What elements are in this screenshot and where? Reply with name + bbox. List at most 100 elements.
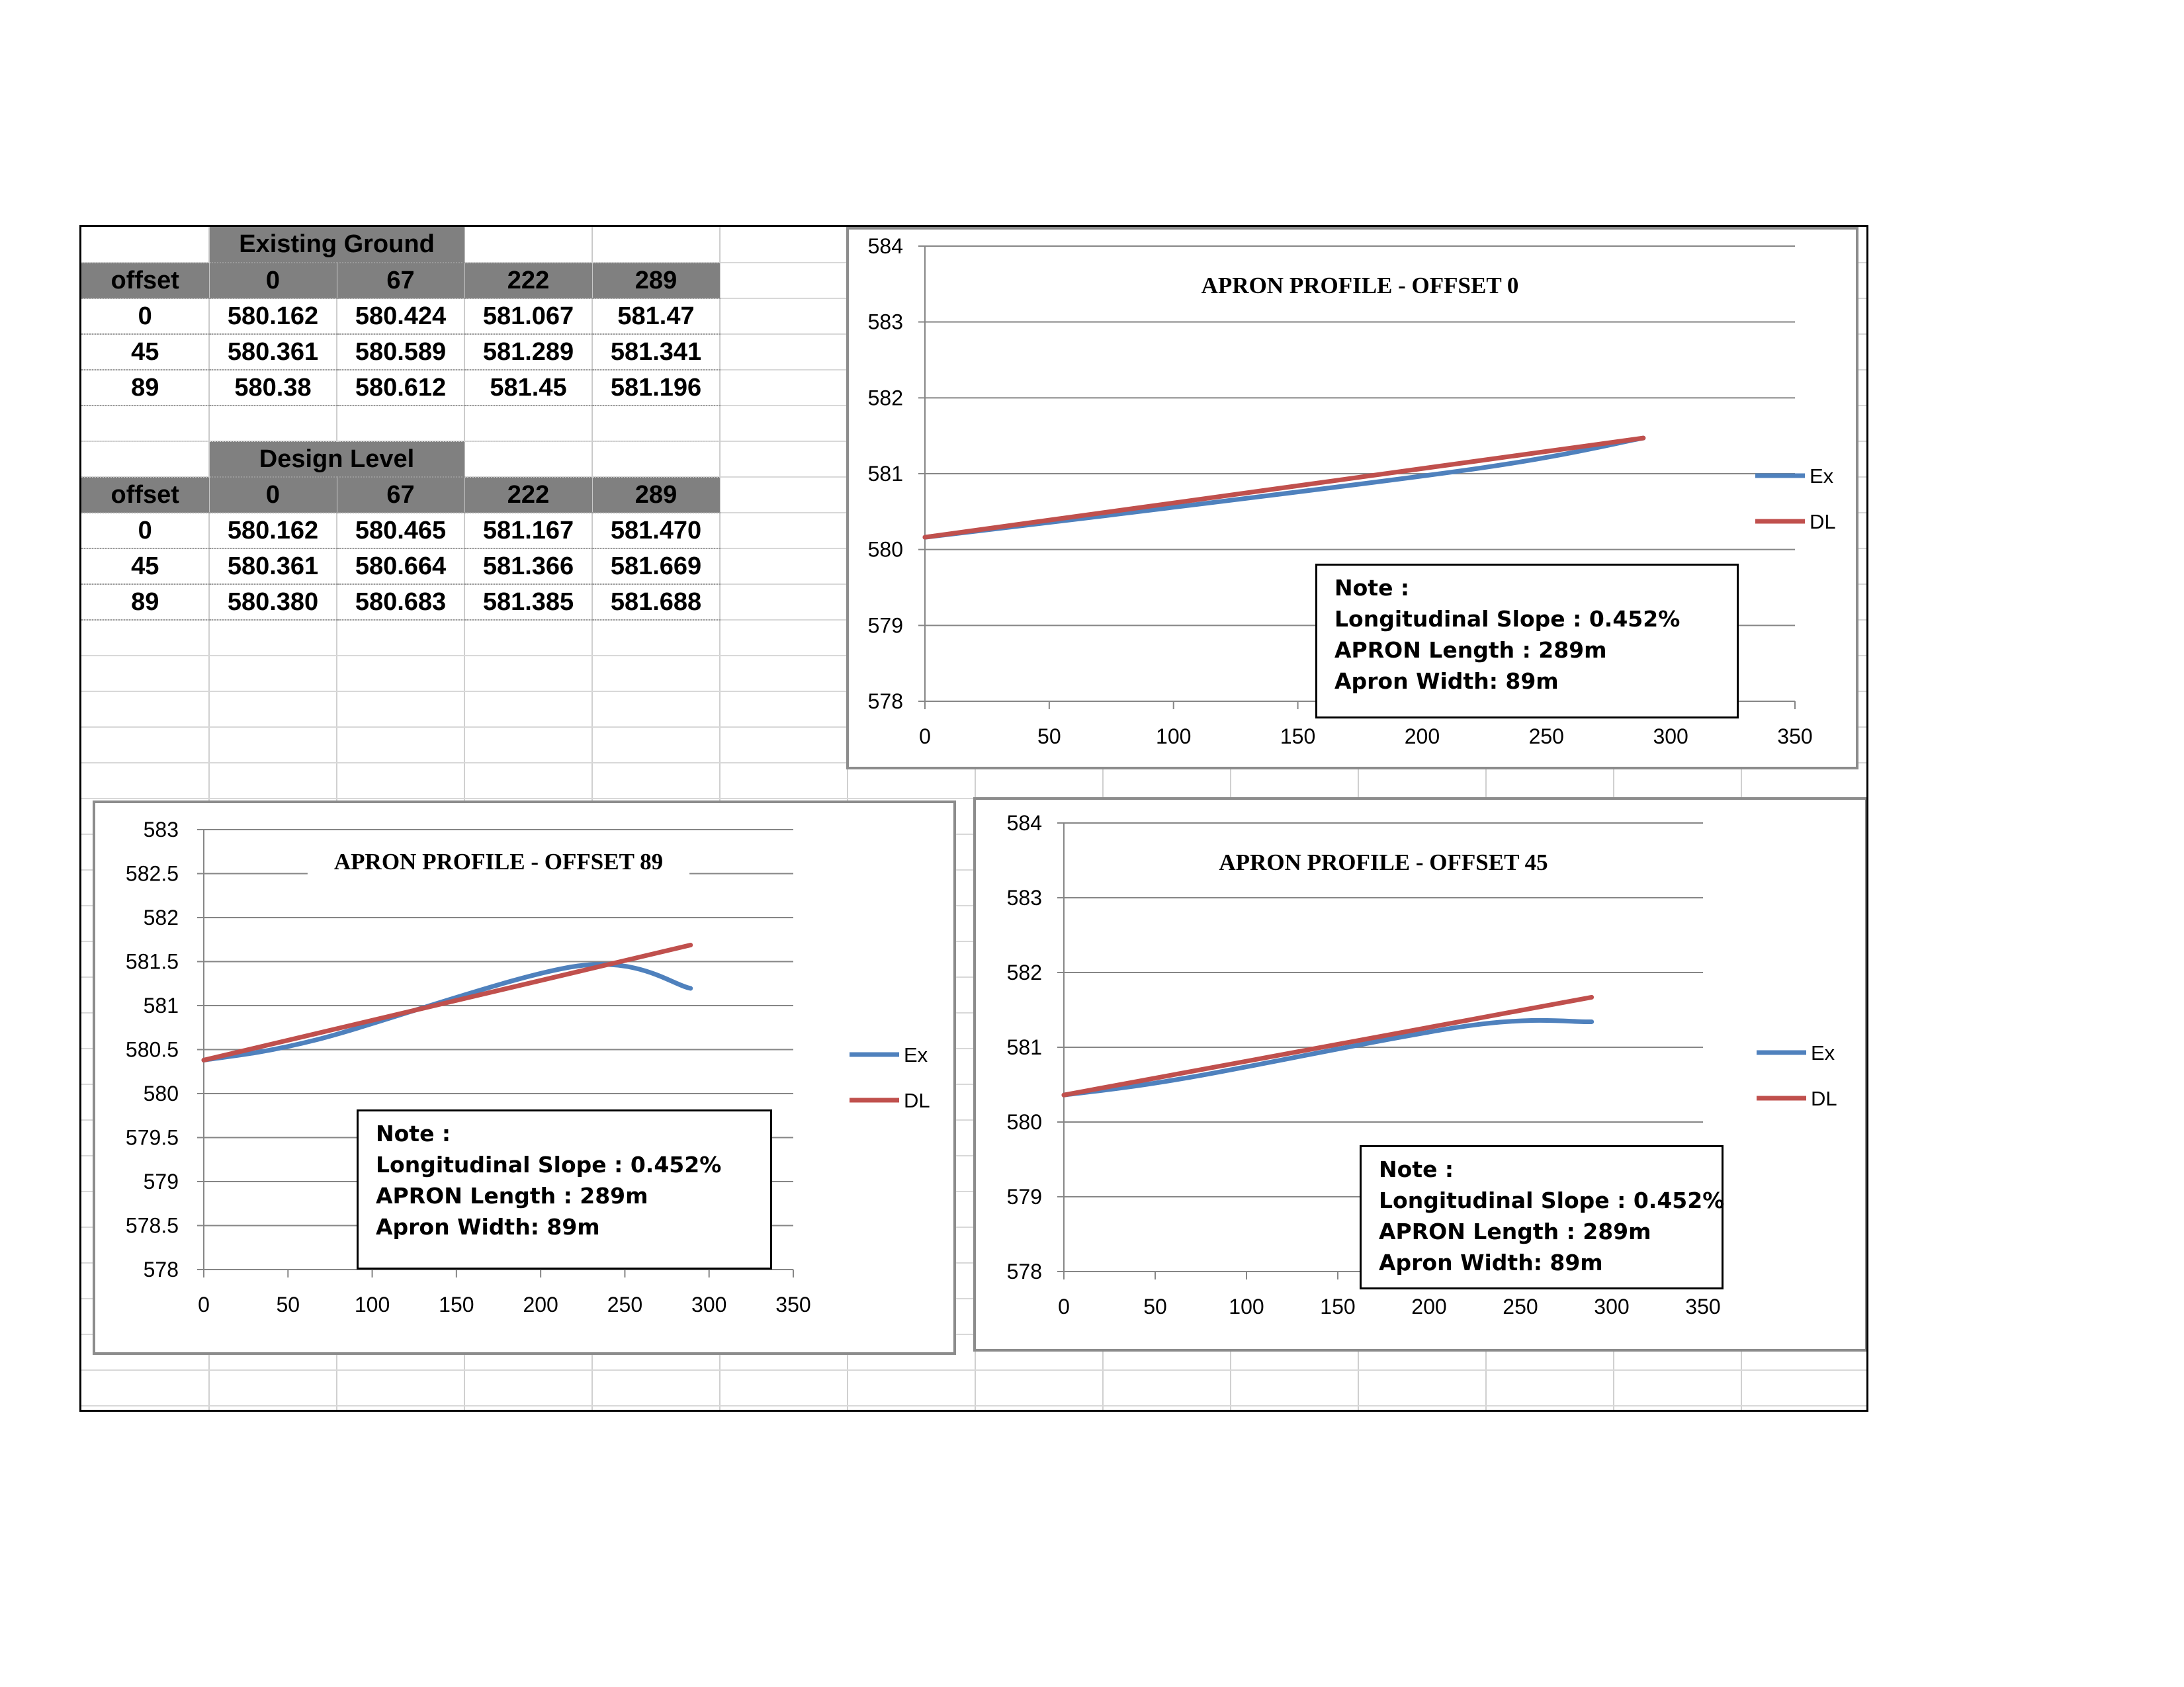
table-cell[interactable]: 580.38 <box>209 370 337 406</box>
table-row: Design Level <box>81 441 721 478</box>
table-cell[interactable]: 89 <box>81 584 210 621</box>
y-tick-label: 578.5 <box>126 1214 179 1238</box>
x-tick-label: 50 <box>1143 1295 1167 1319</box>
x-tick-label: 150 <box>439 1293 474 1317</box>
table-row: 0 580.162 580.424 581.067 581.47 <box>81 298 721 335</box>
y-tick-label: 578 <box>1007 1260 1042 1283</box>
table-row: 89 580.380 580.683 581.385 581.688 <box>81 584 721 621</box>
x-tick-label: 300 <box>1653 724 1688 748</box>
table-cell[interactable]: 580.683 <box>337 584 465 621</box>
x-tick-label: 350 <box>775 1293 810 1317</box>
note-slope: Longitudinal Slope : 0.452% <box>376 1152 722 1178</box>
y-tick-label: 579 <box>868 613 903 637</box>
x-tick-label: 0 <box>198 1293 210 1317</box>
table-cell[interactable]: 580.424 <box>337 298 465 335</box>
chart-offset-45[interactable]: 578 579 580 581 582 583 584 0 50 100 150 200 250 300 3… <box>973 797 1866 1352</box>
note-slope: Longitudinal Slope : 0.452% <box>1334 606 1681 632</box>
y-tick-label: 581 <box>868 462 903 486</box>
x-tick-label: 150 <box>1320 1295 1355 1319</box>
x-tick-label: 350 <box>1685 1295 1720 1319</box>
legend-label: Ex <box>904 1043 928 1066</box>
table-cell[interactable]: 0 <box>81 298 210 335</box>
table-header-row: offset 0 67 222 289 <box>81 263 721 299</box>
column-header: 0 <box>209 263 337 299</box>
column-header: 289 <box>592 263 721 299</box>
note-width: Apron Width: 89m <box>1334 668 1559 694</box>
series-line-dl <box>201 942 693 1062</box>
series-line-dl <box>1061 994 1594 1098</box>
note-box: Note : Longitudinal Slope : 0.452% APRON… <box>1360 1145 1724 1289</box>
column-header: 289 <box>592 477 721 513</box>
table-cell[interactable]: 581.196 <box>592 370 721 406</box>
table-row: 45 580.361 580.664 581.366 581.669 <box>81 548 721 585</box>
table-cell[interactable]: 581.341 <box>592 334 721 370</box>
series-line-dl <box>922 435 1646 540</box>
table-cell[interactable]: 45 <box>81 334 210 370</box>
table-cell[interactable]: 581.470 <box>592 513 721 549</box>
y-tick-label: 579 <box>1007 1185 1042 1209</box>
table-row <box>81 406 721 442</box>
chart-offset-89[interactable]: 578 578.5 579 579.5 580 580.5 581 581.5 582 582.5… <box>93 800 956 1355</box>
table-cell[interactable]: 580.162 <box>209 513 337 549</box>
y-tick-label: 581 <box>144 994 179 1017</box>
table-cell[interactable]: 581.47 <box>592 298 721 335</box>
design-level-title: Design Level <box>209 441 465 478</box>
legend-label: DL <box>904 1089 930 1112</box>
table-cell[interactable]: 580.380 <box>209 584 337 621</box>
table-cell[interactable]: 581.289 <box>464 334 593 370</box>
y-tick-label: 580 <box>868 538 903 562</box>
levels-table: Existing Ground offset 0 67 222 289 0 58… <box>81 227 721 621</box>
table-cell[interactable]: 580.612 <box>337 370 465 406</box>
note-heading: Note : <box>1379 1156 1454 1182</box>
table-row: Existing Ground <box>81 227 721 263</box>
note-box: Note : Longitudinal Slope : 0.452% APRON… <box>1315 564 1739 718</box>
x-tick-label: 0 <box>919 724 931 748</box>
table-cell[interactable]: 581.366 <box>464 548 593 585</box>
table-cell[interactable]: 89 <box>81 370 210 406</box>
x-tick-label: 350 <box>1777 724 1812 748</box>
note-width: Apron Width: 89m <box>1379 1250 1603 1276</box>
legend-label: DL <box>1810 510 1836 533</box>
note-heading: Note : <box>376 1121 451 1146</box>
x-tick-label: 50 <box>1037 724 1061 748</box>
table-cell[interactable]: 580.162 <box>209 298 337 335</box>
table-cell[interactable]: 0 <box>81 513 210 549</box>
y-tick-label: 582 <box>144 906 179 930</box>
y-tick-label: 578 <box>144 1258 179 1281</box>
x-tick-label: 200 <box>523 1293 558 1317</box>
legend-label: Ex <box>1811 1041 1835 1064</box>
table-cell[interactable]: 580.465 <box>337 513 465 549</box>
table-cell[interactable]: 580.589 <box>337 334 465 370</box>
x-tick-label: 300 <box>1594 1295 1629 1319</box>
y-tick-label: 582 <box>1007 961 1042 984</box>
chart-title-backing <box>1174 262 1546 309</box>
table-cell[interactable]: 581.167 <box>464 513 593 549</box>
table-cell[interactable]: 580.361 <box>209 548 337 585</box>
table-cell[interactable]: 581.067 <box>464 298 593 335</box>
y-tick-label: 581 <box>1007 1035 1042 1059</box>
chart-title: APRON PROFILE - OFFSET 0 <box>1201 273 1519 298</box>
table-cell[interactable]: 581.45 <box>464 370 593 406</box>
chart-title-backing <box>307 838 690 885</box>
table-row: 0 580.162 580.465 581.167 581.470 <box>81 513 721 549</box>
y-tick-label: 580.5 <box>126 1038 179 1062</box>
x-tick-label: 250 <box>1529 724 1564 748</box>
y-tick-label: 581.5 <box>126 950 179 974</box>
table-row: 45 580.361 580.589 581.289 581.341 <box>81 334 721 370</box>
table-cell[interactable]: 581.669 <box>592 548 721 585</box>
chart-title: APRON PROFILE - OFFSET 89 <box>334 849 663 875</box>
table-row: 89 580.38 580.612 581.45 581.196 <box>81 370 721 406</box>
legend-label: DL <box>1811 1087 1837 1110</box>
table-cell[interactable]: 581.688 <box>592 584 721 621</box>
table-cell[interactable]: 580.361 <box>209 334 337 370</box>
y-tick-label: 580 <box>144 1082 179 1105</box>
table-cell[interactable]: 45 <box>81 548 210 585</box>
table-cell[interactable]: 581.385 <box>464 584 593 621</box>
note-length: APRON Length : 289m <box>1379 1219 1651 1244</box>
column-header: 0 <box>209 477 337 513</box>
column-header: 222 <box>464 477 593 513</box>
table-cell[interactable]: 580.664 <box>337 548 465 585</box>
column-header: 67 <box>337 477 465 513</box>
chart-title: APRON PROFILE - OFFSET 45 <box>1219 849 1548 875</box>
chart-offset-0[interactable]: 578 579 580 581 582 583 584 0 50 100 150 200 250 300 3… <box>846 227 1858 769</box>
